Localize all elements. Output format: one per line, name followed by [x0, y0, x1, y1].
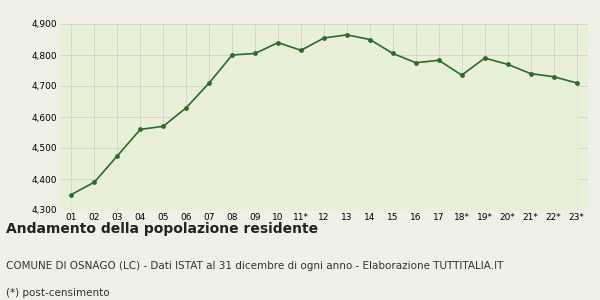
Text: Andamento della popolazione residente: Andamento della popolazione residente [6, 222, 318, 236]
Point [113, 153, 122, 158]
Point [342, 32, 352, 37]
Point [365, 37, 375, 42]
Point [136, 127, 145, 132]
Point [411, 60, 421, 65]
Point [388, 51, 398, 56]
Point [572, 80, 581, 85]
Point [319, 36, 329, 40]
Point [549, 74, 559, 79]
Point [205, 80, 214, 85]
Point [181, 105, 191, 110]
Point [273, 40, 283, 45]
Point [158, 124, 168, 129]
Text: (*) post-censimento: (*) post-censimento [6, 288, 110, 298]
Point [526, 71, 535, 76]
Point [89, 180, 99, 184]
Point [457, 73, 467, 78]
Point [480, 56, 490, 61]
Point [434, 58, 443, 63]
Text: COMUNE DI OSNAGO (LC) - Dati ISTAT al 31 dicembre di ogni anno - Elaborazione TU: COMUNE DI OSNAGO (LC) - Dati ISTAT al 31… [6, 261, 503, 271]
Point [227, 52, 237, 57]
Point [296, 48, 306, 53]
Point [503, 62, 512, 67]
Point [67, 192, 76, 197]
Point [250, 51, 260, 56]
